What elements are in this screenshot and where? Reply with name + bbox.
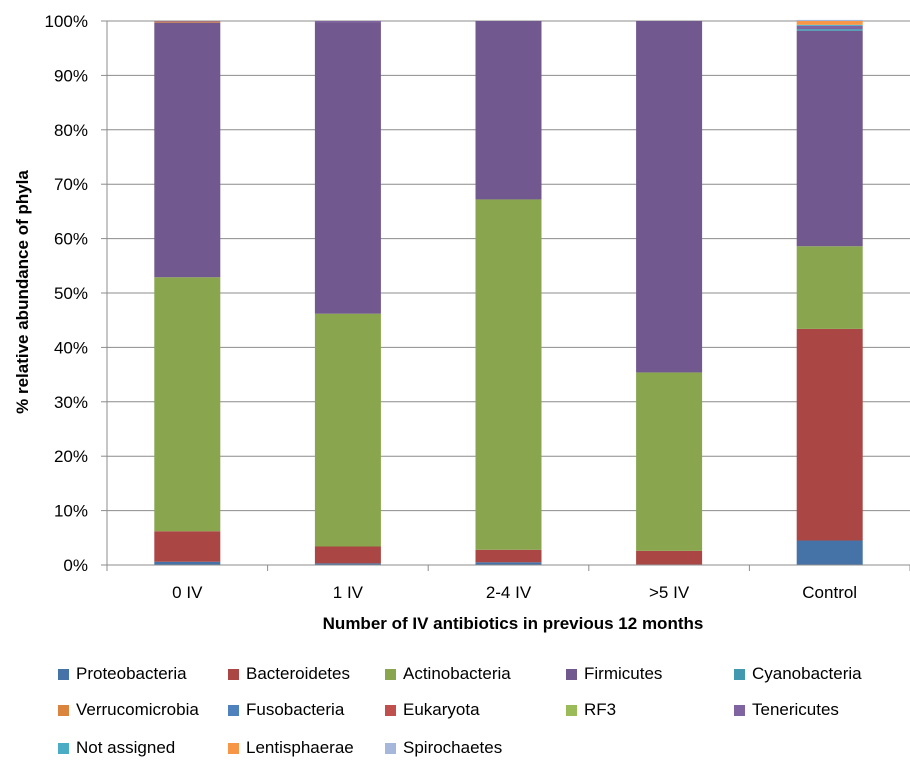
legend-item: Proteobacteria	[58, 664, 187, 684]
stacked-bar-chart: 0% 10% 20% 30% 40% 50% 60% 70% 80% 90% 100% 0 IV 1 …	[13, 12, 910, 633]
bar-segment	[636, 21, 703, 373]
y-tick-label: 70%	[54, 175, 88, 194]
legend-swatch	[385, 742, 396, 754]
legend-item: Verrucomicrobia	[58, 700, 199, 720]
y-tick-label: 90%	[54, 66, 88, 85]
bar-segment	[314, 563, 381, 565]
y-tick-label: 50%	[54, 284, 88, 303]
bar-segment	[314, 546, 381, 564]
axes	[101, 20, 910, 571]
legend-swatch	[734, 704, 745, 716]
y-tick-label: 40%	[54, 338, 88, 357]
bar-segment	[154, 277, 221, 532]
y-tick-label: 30%	[54, 393, 88, 412]
bar-segment	[154, 531, 221, 562]
legend-swatch	[385, 668, 396, 680]
legend-item: Spirochaetes	[385, 738, 502, 758]
bar-segment	[314, 22, 381, 314]
y-tick-label: 10%	[54, 502, 88, 521]
legend-swatch	[734, 668, 745, 680]
bar-segment	[154, 21, 221, 22]
bar-segment	[796, 29, 863, 31]
y-tick-label: 20%	[54, 447, 88, 466]
legend-label: Verrucomicrobia	[76, 700, 199, 719]
legend-label: Spirochaetes	[403, 738, 503, 757]
x-tick-labels: 0 IV 1 IV 2-4 IV >5 IV Control	[172, 583, 857, 602]
legend-label: Actinobacteria	[403, 664, 511, 683]
legend-swatch	[58, 704, 69, 716]
legend-label: Cyanobacteria	[752, 664, 862, 683]
legend-swatch	[566, 668, 577, 680]
legend-swatch	[385, 704, 396, 716]
x-tick-label: 1 IV	[333, 583, 364, 602]
legend-item: Cyanobacteria	[734, 664, 862, 684]
x-tick-label: >5 IV	[649, 583, 690, 602]
legend-swatch	[228, 668, 239, 680]
legend-swatch	[228, 742, 239, 754]
x-axis-title: Number of IV antibiotics in previous 12 …	[323, 614, 704, 633]
legend-label: Not assigned	[76, 738, 176, 757]
bar-segment	[796, 25, 863, 30]
legend-item: Tenericutes	[734, 700, 839, 720]
legend-item: Lentisphaerae	[228, 738, 354, 758]
legend-label: Proteobacteria	[76, 664, 187, 683]
bar-segment	[796, 21, 863, 25]
bar-segment	[314, 21, 381, 23]
bar-segment	[796, 540, 863, 565]
bar-segment	[796, 24, 863, 26]
y-tick-label: 80%	[54, 121, 88, 140]
bar-segment	[636, 550, 703, 565]
legend-swatch	[228, 704, 239, 716]
legend-item: Not assigned	[58, 738, 175, 758]
legend-label: Fusobacteria	[246, 700, 345, 719]
bar-segment	[314, 313, 381, 547]
y-tick-label: 100%	[45, 12, 88, 31]
bar-segment	[154, 22, 221, 278]
bar-segment	[475, 562, 542, 565]
legend-label: RF3	[584, 700, 617, 719]
legend-item: Firmicutes	[566, 664, 662, 684]
bar-segment	[796, 328, 863, 541]
y-axis-title: % relative abundance of phyla	[13, 170, 32, 414]
x-tick-label: 0 IV	[172, 583, 203, 602]
bar-segment	[796, 30, 863, 247]
legend-item: Fusobacteria	[228, 700, 344, 720]
x-tick-label: Control	[802, 583, 857, 602]
legend-label: Bacteroidetes	[246, 664, 350, 683]
bar-segment	[475, 199, 542, 550]
y-tick-labels: 0% 10% 20% 30% 40% 50% 60% 70% 80% 90% 100%	[45, 12, 88, 575]
bar-segment	[154, 561, 221, 565]
legend-label: Firmicutes	[584, 664, 663, 683]
y-tick-label: 60%	[54, 230, 88, 249]
legend-label: Eukaryota	[403, 700, 480, 719]
legend-label: Lentisphaerae	[246, 738, 354, 757]
legend-label: Tenericutes	[752, 700, 839, 719]
bar-segment	[796, 19, 863, 21]
bars	[154, 19, 863, 565]
bar-segment	[475, 549, 542, 563]
legend-item: RF3	[566, 700, 616, 720]
y-tick-label: 0%	[63, 556, 88, 575]
legend-swatch	[566, 704, 577, 716]
bar-segment	[636, 372, 703, 551]
bar-segment	[475, 21, 542, 200]
legend-swatch	[58, 668, 69, 680]
x-tick-label: 2-4 IV	[486, 583, 532, 602]
legend-item: Actinobacteria	[385, 664, 511, 684]
legend-swatch	[58, 742, 69, 754]
legend-item: Eukaryota	[385, 700, 480, 720]
legend-item: Bacteroidetes	[228, 664, 350, 684]
bar-segment	[154, 21, 221, 23]
bar-segment	[796, 246, 863, 329]
